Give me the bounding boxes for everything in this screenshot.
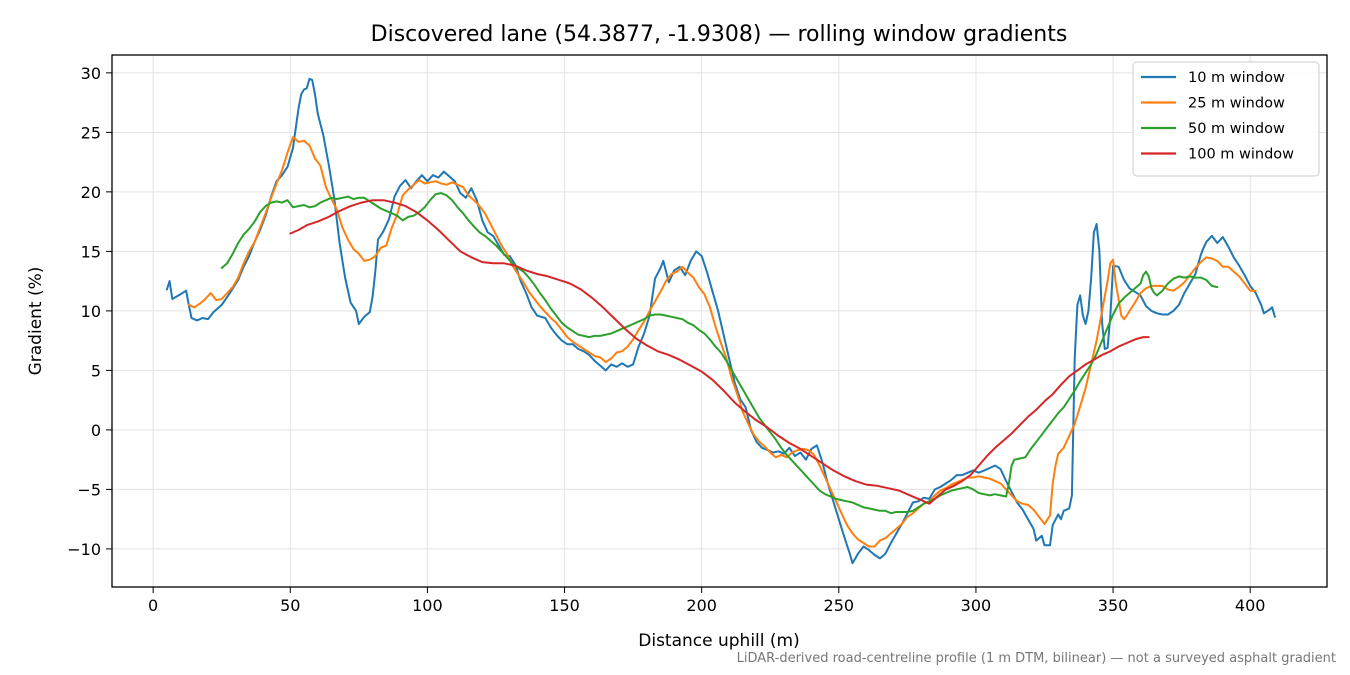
y-tick-label: 20 — [81, 183, 101, 202]
series-lines — [165, 77, 1276, 565]
series-line-1 — [165, 77, 1276, 565]
plot-frame — [111, 54, 1328, 588]
y-tick-label: −10 — [67, 540, 101, 559]
chart-title: Discovered lane (54.3877, -1.9308) — rol… — [371, 22, 1068, 47]
legend: 10 m window 25 m window 50 m window 100 m w… — [1132, 61, 1320, 177]
legend-label: 10 m window — [1188, 70, 1285, 86]
series-line-4 — [289, 199, 1150, 505]
x-tick-label: 400 — [1235, 596, 1266, 615]
x-tick-label: 250 — [824, 596, 855, 615]
y-tick-label: 0 — [91, 421, 101, 440]
series-line-2 — [187, 136, 1257, 548]
y-tick-label: −5 — [77, 480, 101, 499]
y-tick-label: 25 — [81, 123, 101, 142]
y-tick-label: 30 — [81, 64, 101, 83]
x-tick-label: 150 — [549, 596, 580, 615]
x-axis-label: Distance uphill (m) — [638, 631, 799, 651]
x-axis: 0 50 100 150 200 250 300 350 400 — [148, 587, 1265, 615]
y-tick-label: 15 — [81, 242, 101, 261]
legend-label: 25 m window — [1188, 96, 1285, 112]
x-tick-label: 350 — [1098, 596, 1129, 615]
x-tick-label: 200 — [686, 596, 717, 615]
y-axis: 30 25 20 15 10 5 0 −5 −10 — [67, 64, 112, 559]
legend-label: 50 m window — [1188, 121, 1285, 137]
y-tick-label: 5 — [91, 361, 101, 380]
x-tick-label: 100 — [412, 596, 443, 615]
legend-label: 100 m window — [1188, 147, 1294, 163]
series-line-3 — [220, 192, 1219, 515]
footnote: LiDAR-derived road-centreline profile (1… — [736, 651, 1336, 666]
legend-box — [1132, 61, 1320, 177]
x-tick-label: 0 — [148, 596, 158, 615]
x-tick-label: 50 — [280, 596, 300, 615]
x-tick-label: 300 — [961, 596, 992, 615]
y-axis-label: Gradient (%) — [26, 267, 46, 376]
y-tick-label: 10 — [81, 302, 101, 321]
